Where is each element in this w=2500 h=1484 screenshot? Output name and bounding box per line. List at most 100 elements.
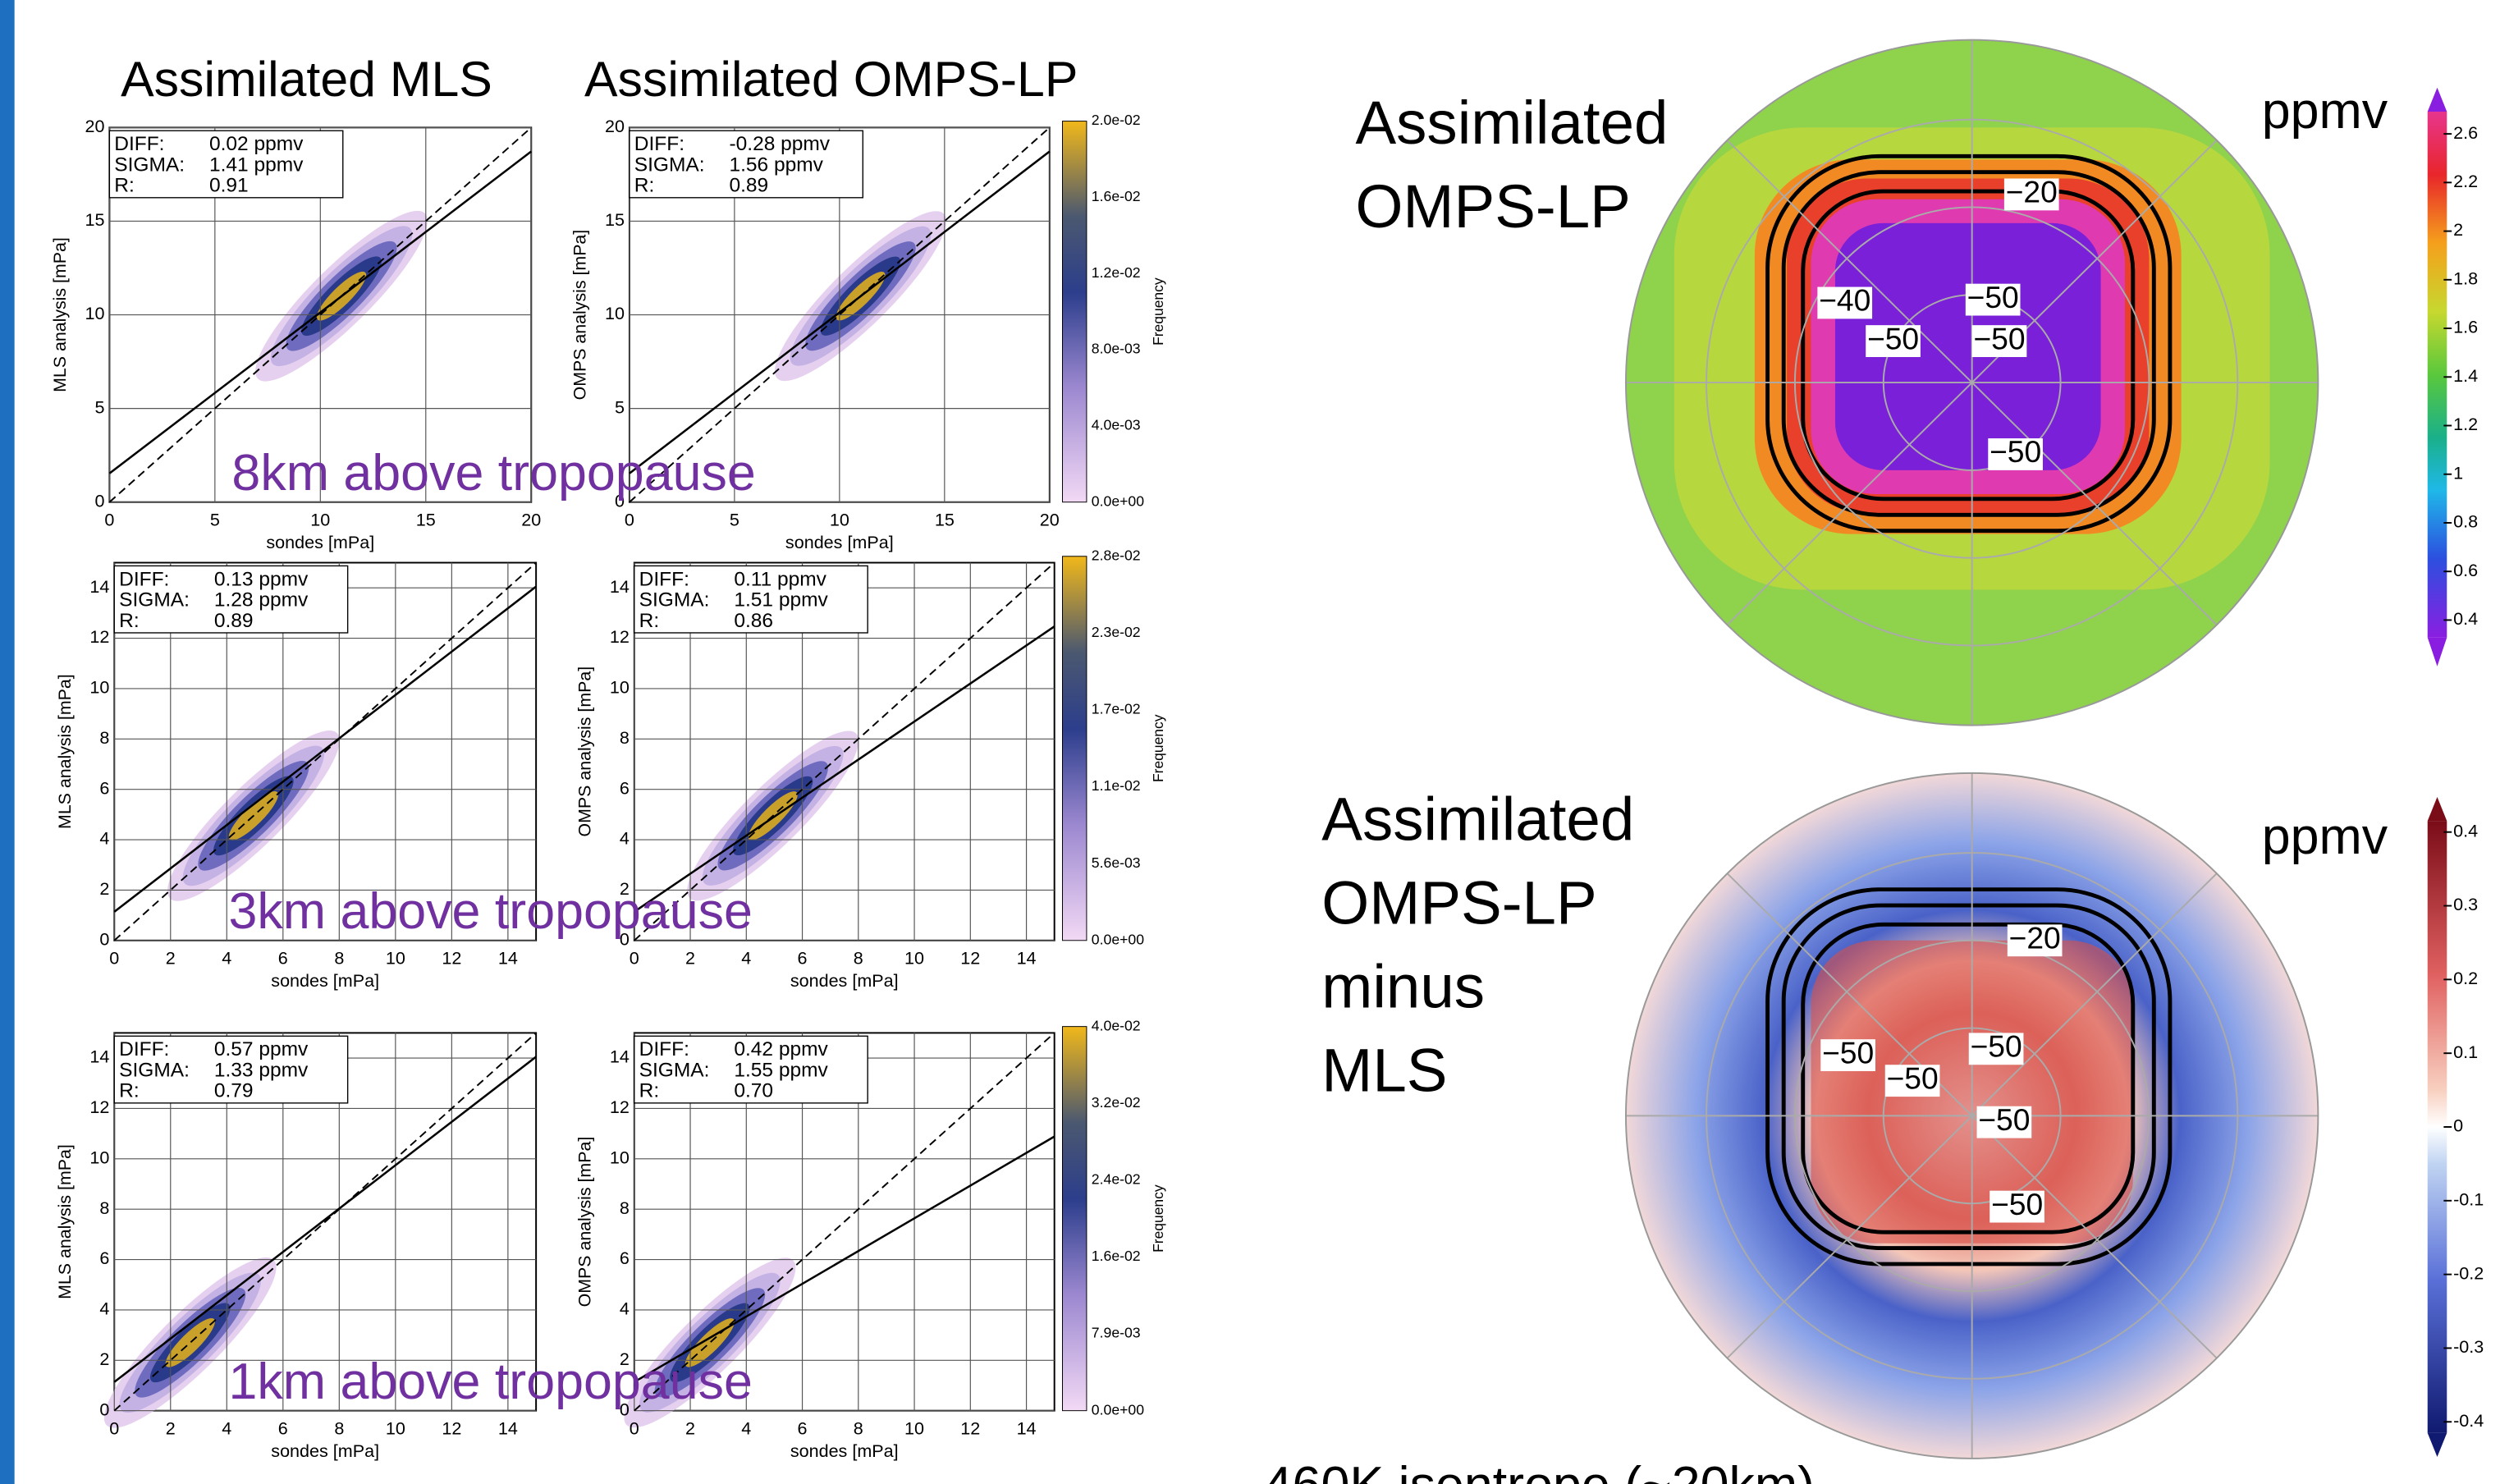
stat-name: R: [639,1080,659,1102]
y-tick-label: 0 [99,930,109,950]
x-tick-label: 12 [442,949,461,969]
density [165,1317,215,1367]
stat-name: DIFF: [114,133,164,155]
colorbar [1062,1026,1087,1412]
map-unit: ppmv [2262,83,2388,140]
contour-label-box [1820,1039,1875,1072]
stats-box [108,130,344,199]
x-tick-label: 0 [625,511,634,530]
colorbar-label: Frequency [1150,1184,1166,1253]
x-tick-label: 0 [109,949,119,969]
stat-name: R: [639,610,659,632]
y-tick-label: 8 [620,1198,630,1218]
y-tick-label: 10 [89,678,109,698]
y-axis-label: OMPS analysis [mPa] [570,230,590,401]
stat-value: -0.28 ppmv [729,133,830,155]
y-tick-label: 2 [99,879,109,899]
y-tick-label: 4 [99,829,109,849]
colorbar-tick-label: 0.0e+00 [1092,931,1144,947]
colorbar-tick-label: 0 [2453,1116,2463,1136]
contour-label: −40 [1819,283,1870,318]
x-tick-label: 8 [854,949,863,969]
map-colorbar [2427,821,2447,1433]
colorbar-tick-label: 5.6e-03 [1092,854,1141,871]
y-tick-label: 14 [89,577,109,597]
stat-value: 0.79 [214,1080,254,1102]
stat-value: 0.11 ppmv [734,568,826,590]
fit-line [634,1135,1055,1383]
column-title: Assimilated OMPS-LP [584,51,1078,107]
stat-name: R: [634,175,654,197]
x-tick-label: 10 [386,1419,405,1439]
stat-value: 1.55 ppmv [734,1060,828,1082]
y-tick-label: 2 [620,1349,630,1369]
fit-line [113,1056,537,1383]
colorbar-tick-label: 0.2 [2453,969,2478,988]
colorbar-tick-label: 0.3 [2453,895,2478,914]
stat-name: DIFF: [639,568,689,590]
contour-label-box [2003,178,2059,211]
row-label: 3km above tropopause [229,882,753,940]
y-tick-label: 0 [615,491,625,511]
x-tick-label: 4 [741,949,751,969]
x-tick-label: 5 [210,511,220,530]
map-label: OMPS-LP [1321,869,1596,937]
colorbar-tick-label: 0.1 [2453,1042,2478,1062]
contour-label: −50 [1822,1036,1874,1070]
stat-name: R: [114,175,134,197]
stats-box [113,1035,349,1104]
contour-label-box [1866,325,1921,358]
x-tick-label: 20 [521,511,541,530]
stat-value: 1.51 ppmv [734,589,828,611]
y-tick-label: 0 [620,1399,630,1419]
stat-value: 0.42 ppmv [734,1038,828,1060]
x-tick-label: 10 [310,511,330,530]
x-tick-label: 4 [741,1419,751,1439]
y-tick-label: 20 [85,117,104,136]
x-tick-label: 4 [222,1419,231,1439]
footer: 460K isentrope (~20km) [1264,1457,1815,1484]
x-tick-label: 10 [904,949,924,969]
colorbar-tick-label: 7.9e-03 [1092,1325,1141,1341]
y-tick-label: 12 [89,627,109,647]
contour-label-box [1971,325,2027,358]
contour-label: −50 [1886,1061,1938,1096]
fit-line [108,150,533,474]
stat-name: SIGMA: [634,153,705,176]
x-tick-label: 15 [416,511,436,530]
y-tick-label: 14 [610,577,630,597]
y-tick-label: 2 [99,1349,109,1369]
x-tick-label: 14 [498,1419,518,1439]
y-tick-label: 5 [615,397,625,417]
y-axis-label: OMPS analysis [mPa] [575,666,595,837]
y-tick-label: 10 [610,1148,630,1168]
colorbar-tick-label: 2.2 [2453,172,2478,191]
x-tick-label: 2 [685,1419,695,1439]
x-axis-label: sondes [mPa] [790,971,899,991]
x-axis-label: sondes [mPa] [785,533,894,552]
y-tick-label: 15 [605,210,625,230]
map-2 [1625,772,2319,1459]
colorbar-tick-label: 0.4 [2453,609,2478,629]
colorbar-end [2427,796,2447,822]
stat-value: 0.02 ppmv [209,133,304,155]
colorbar-tick-label: 2.8e-02 [1092,547,1141,563]
map-unit: ppmv [2262,808,2388,865]
y-tick-label: 6 [620,1248,630,1268]
x-tick-label: 14 [1017,1419,1037,1439]
stat-name: SIGMA: [639,1060,710,1082]
colorbar-tick-label: -0.4 [2453,1411,2484,1431]
stat-value: 0.89 [729,175,768,197]
stat-name: SIGMA: [639,589,710,611]
x-tick-label: 12 [442,1419,461,1439]
stat-value: 1.33 ppmv [214,1060,309,1082]
colorbar [1062,121,1087,503]
row-label: 8km above tropopause [231,444,755,502]
colorbar-tick-label: 1.1e-02 [1092,777,1141,794]
contour-label-box [1884,1065,1940,1097]
y-tick-label: 8 [620,728,630,748]
contour-label: −20 [2009,921,2061,955]
x-tick-label: 15 [935,511,955,530]
stat-name: R: [119,1080,139,1102]
